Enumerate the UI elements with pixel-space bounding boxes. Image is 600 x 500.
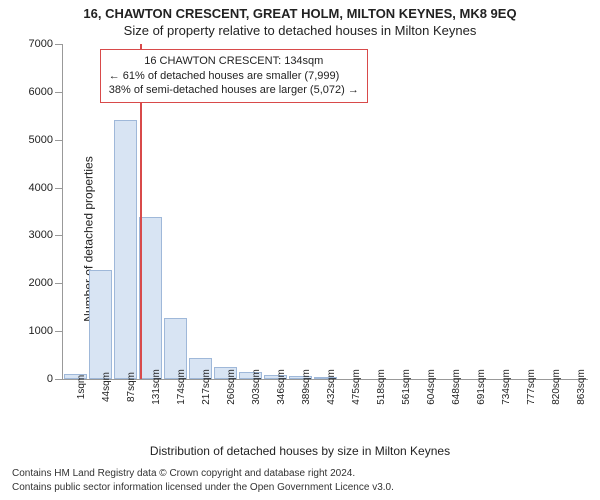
x-tick-label: 734sqm xyxy=(501,369,512,405)
x-tick-label: 475sqm xyxy=(351,369,362,405)
plot-wrap: Number of detached properties 0100020003… xyxy=(0,40,600,438)
x-tick-label: 691sqm xyxy=(476,369,487,405)
x-tick-label: 820sqm xyxy=(551,369,562,405)
annotation-line: 16 CHAWTON CRESCENT: 134sqm xyxy=(109,54,359,69)
histogram-bar xyxy=(114,120,138,379)
x-tick-label: 303sqm xyxy=(251,369,262,405)
x-tick-label: 346sqm xyxy=(276,369,287,405)
chart-container: 16, CHAWTON CRESCENT, GREAT HOLM, MILTON… xyxy=(0,0,600,500)
footer-line-1: Contains HM Land Registry data © Crown c… xyxy=(12,467,588,481)
x-tick-label: 518sqm xyxy=(376,369,387,405)
x-tick-label: 1sqm xyxy=(76,375,87,399)
x-tick-label: 131sqm xyxy=(151,369,162,405)
y-tick-label: 4000 xyxy=(29,182,63,194)
x-tick-label: 87sqm xyxy=(126,372,137,402)
x-tick-label: 389sqm xyxy=(301,369,312,405)
y-tick-label: 2000 xyxy=(29,277,63,289)
title-line-2: Size of property relative to detached ho… xyxy=(0,23,600,38)
annotation-box: 16 CHAWTON CRESCENT: 134sqm← 61% of deta… xyxy=(100,49,368,104)
x-tick-label: 561sqm xyxy=(401,369,412,405)
x-tick-label: 174sqm xyxy=(176,369,187,405)
footer-line-2: Contains public sector information licen… xyxy=(12,481,588,495)
y-tick-label: 6000 xyxy=(29,86,63,98)
title-block: 16, CHAWTON CRESCENT, GREAT HOLM, MILTON… xyxy=(0,0,600,38)
histogram-bar xyxy=(139,217,163,379)
x-tick-label: 260sqm xyxy=(226,369,237,405)
x-tick-label: 44sqm xyxy=(101,372,112,402)
histogram-bar xyxy=(89,270,113,379)
x-tick-label: 648sqm xyxy=(451,369,462,405)
x-tick-label: 777sqm xyxy=(526,369,537,405)
annotation-line: ← 61% of detached houses are smaller (7,… xyxy=(109,69,359,84)
x-tick-label: 604sqm xyxy=(426,369,437,405)
x-tick-label: 432sqm xyxy=(326,369,337,405)
title-line-1: 16, CHAWTON CRESCENT, GREAT HOLM, MILTON… xyxy=(0,6,600,21)
y-tick-label: 5000 xyxy=(29,134,63,146)
y-tick-label: 0 xyxy=(47,373,63,385)
y-tick-label: 1000 xyxy=(29,325,63,337)
plot-area: 010002000300040005000600070001sqm44sqm87… xyxy=(62,44,588,380)
x-tick-label: 217sqm xyxy=(201,369,212,405)
y-tick-label: 3000 xyxy=(29,229,63,241)
x-tick-label: 863sqm xyxy=(576,369,587,405)
annotation-line: 38% of semi-detached houses are larger (… xyxy=(109,83,359,98)
x-axis-label: Distribution of detached houses by size … xyxy=(0,444,600,458)
footer: Contains HM Land Registry data © Crown c… xyxy=(12,467,588,494)
y-tick-label: 7000 xyxy=(29,38,63,50)
